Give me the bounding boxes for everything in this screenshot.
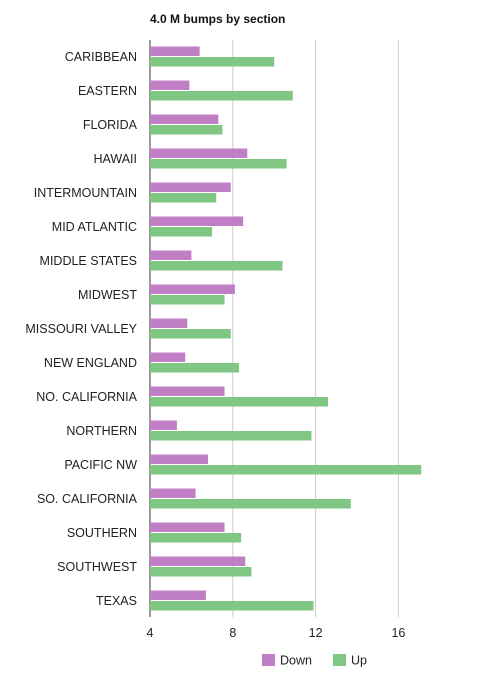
bar-up (150, 363, 240, 373)
bar-up (150, 567, 252, 577)
bar-down (150, 386, 225, 396)
x-axis-ticks: 4 8 12 16 (147, 626, 406, 640)
bar-down (150, 182, 231, 192)
bar-up (150, 261, 283, 271)
legend-label: Down (280, 654, 312, 668)
category-label: NEW ENGLAND (44, 356, 137, 370)
x-tick-label: 8 (229, 626, 236, 640)
bar-down (150, 114, 219, 124)
legend-swatch (262, 654, 275, 666)
category-label: HAWAII (93, 152, 137, 166)
chart-title: 4.0 M bumps by section (150, 12, 285, 26)
bar-down (150, 46, 200, 56)
x-tick-label: 12 (309, 626, 323, 640)
bar-up (150, 397, 329, 407)
category-label: SOUTHERN (67, 526, 137, 540)
bar-up (150, 431, 312, 441)
bar-down (150, 590, 206, 600)
legend-item-down: Down (262, 654, 312, 668)
bar-down (150, 454, 208, 464)
bar-up (150, 499, 351, 509)
bar-down (150, 522, 225, 532)
bar-down (150, 488, 196, 498)
category-label: TEXAS (96, 594, 137, 608)
legend: Down Up (262, 654, 367, 668)
bar-up (150, 57, 275, 67)
legend-swatch (333, 654, 346, 666)
gridlines (149, 40, 399, 617)
bar-up (150, 295, 225, 305)
category-label: MISSOURI VALLEY (25, 322, 137, 336)
bar-up (150, 91, 293, 101)
bar-down (150, 148, 248, 158)
bar-down (150, 420, 177, 430)
x-tick-label: 4 (147, 626, 154, 640)
bar-down (150, 284, 235, 294)
bar-down (150, 556, 246, 566)
bar-up (150, 125, 223, 135)
bar-down (150, 216, 244, 226)
bar-down (150, 352, 186, 362)
category-labels: CARIBBEAN EASTERN FLORIDA HAWAII INTERMOUNTA… (25, 50, 137, 608)
legend-label: Up (351, 654, 367, 668)
bar-down (150, 318, 188, 328)
category-label: INTERMOUNTAIN (34, 186, 137, 200)
category-label: CARIBBEAN (65, 50, 137, 64)
bar-up (150, 159, 287, 169)
bar-up (150, 465, 422, 475)
category-label: NO. CALIFORNIA (36, 390, 137, 404)
x-tick-label: 16 (391, 626, 405, 640)
bars (150, 46, 422, 611)
category-label: SO. CALIFORNIA (37, 492, 138, 506)
bar-down (150, 80, 190, 90)
bar-up (150, 193, 217, 203)
category-label: MID ATLANTIC (52, 220, 137, 234)
bar-up (150, 227, 213, 237)
category-label: EASTERN (78, 84, 137, 98)
legend-item-up: Up (333, 654, 367, 668)
category-label: SOUTHWEST (57, 560, 137, 574)
bar-up (150, 533, 242, 543)
bar-down (150, 250, 192, 260)
category-label: MIDWEST (78, 288, 137, 302)
category-label: NORTHERN (66, 424, 137, 438)
bar-up (150, 601, 314, 611)
category-label: MIDDLE STATES (40, 254, 137, 268)
bar-up (150, 329, 231, 339)
category-label: PACIFIC NW (64, 458, 137, 472)
category-label: FLORIDA (83, 118, 138, 132)
